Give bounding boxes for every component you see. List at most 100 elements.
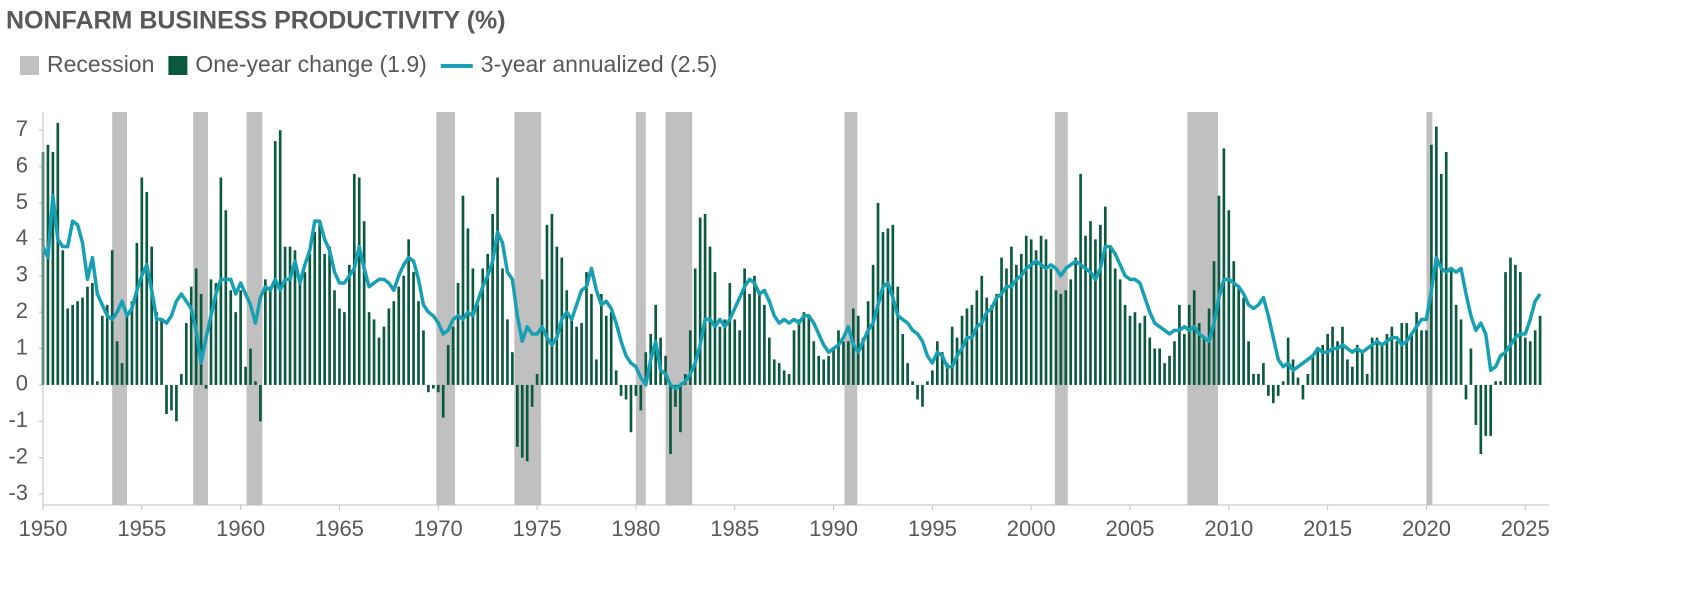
bar [100, 315, 104, 385]
bar [703, 213, 707, 385]
bar [1390, 326, 1394, 385]
bar [664, 355, 667, 385]
bar [674, 384, 677, 407]
bar [1158, 348, 1161, 385]
bar [496, 177, 499, 385]
bar [1054, 290, 1058, 385]
bar [1489, 384, 1493, 436]
bar [842, 341, 845, 385]
bar [1232, 261, 1236, 385]
bar [955, 337, 959, 385]
bar [1351, 366, 1354, 385]
bar [446, 344, 450, 385]
bar [570, 319, 574, 385]
x-tick-label: 1995 [908, 516, 957, 541]
bar [965, 308, 969, 385]
y-tick-label: 4 [16, 225, 28, 250]
bar [520, 384, 524, 458]
bar [990, 304, 993, 385]
bar [1015, 264, 1018, 385]
bar [1064, 290, 1068, 385]
x-tick-label: 2025 [1501, 516, 1550, 541]
bar [1084, 235, 1087, 385]
bar [1227, 210, 1231, 385]
bar [1118, 279, 1122, 385]
recession-band [246, 112, 263, 505]
bar [1430, 144, 1433, 385]
bar [525, 384, 529, 462]
x-tick-label: 2015 [1303, 516, 1352, 541]
bar [1321, 344, 1325, 385]
bar [1504, 272, 1507, 385]
bar [1355, 344, 1359, 385]
bar [792, 330, 796, 385]
bar [1459, 319, 1463, 385]
bar [1519, 272, 1522, 385]
bar [782, 370, 786, 385]
bar [303, 272, 307, 385]
bar [372, 319, 376, 385]
bar [461, 195, 465, 385]
bar [767, 337, 771, 385]
bar [1375, 337, 1379, 385]
bar [1514, 264, 1517, 385]
bar [595, 359, 598, 385]
bar [822, 359, 826, 385]
bar [1000, 257, 1003, 385]
bar [950, 326, 954, 385]
bar [945, 363, 949, 385]
bar [733, 319, 737, 385]
bar [777, 363, 781, 385]
bar [283, 246, 287, 385]
bar [1528, 341, 1532, 385]
bar [1108, 246, 1112, 385]
bar [1306, 374, 1310, 385]
bar [901, 333, 905, 385]
bar [1449, 268, 1453, 385]
bar [91, 283, 94, 385]
bar [748, 293, 751, 385]
y-tick-label: 5 [16, 189, 28, 214]
bar [1400, 323, 1404, 385]
bar [1252, 374, 1255, 385]
bar [1222, 148, 1226, 385]
bar [160, 319, 163, 385]
bar [787, 374, 791, 385]
bar [288, 246, 292, 385]
bar [906, 363, 909, 385]
bar [995, 293, 998, 385]
bar [772, 359, 776, 385]
bar [743, 268, 746, 385]
bar [1499, 381, 1502, 385]
bar [120, 363, 124, 385]
bar [343, 312, 346, 385]
bar [1138, 323, 1142, 385]
bar [51, 152, 55, 385]
bar [451, 326, 455, 385]
bar [1010, 246, 1013, 385]
bar [1039, 235, 1043, 385]
bar [931, 370, 934, 385]
bar [1484, 384, 1488, 436]
bar [940, 352, 944, 385]
bar [1089, 221, 1092, 385]
bar [71, 304, 74, 385]
bar [313, 232, 317, 385]
bar [1454, 304, 1458, 385]
bar [1538, 315, 1542, 385]
bar [1336, 341, 1339, 385]
bar [1479, 384, 1483, 455]
bar [204, 384, 208, 389]
bar [723, 319, 727, 385]
bar [209, 279, 213, 385]
bar [352, 173, 356, 385]
bar [1267, 384, 1270, 396]
bar [140, 177, 144, 385]
legend-swatch [20, 56, 39, 75]
bar [273, 141, 277, 385]
bar [135, 243, 139, 385]
bar [308, 253, 312, 385]
bar [56, 122, 60, 385]
x-tick-label: 1975 [513, 516, 562, 541]
bar [1168, 355, 1171, 385]
